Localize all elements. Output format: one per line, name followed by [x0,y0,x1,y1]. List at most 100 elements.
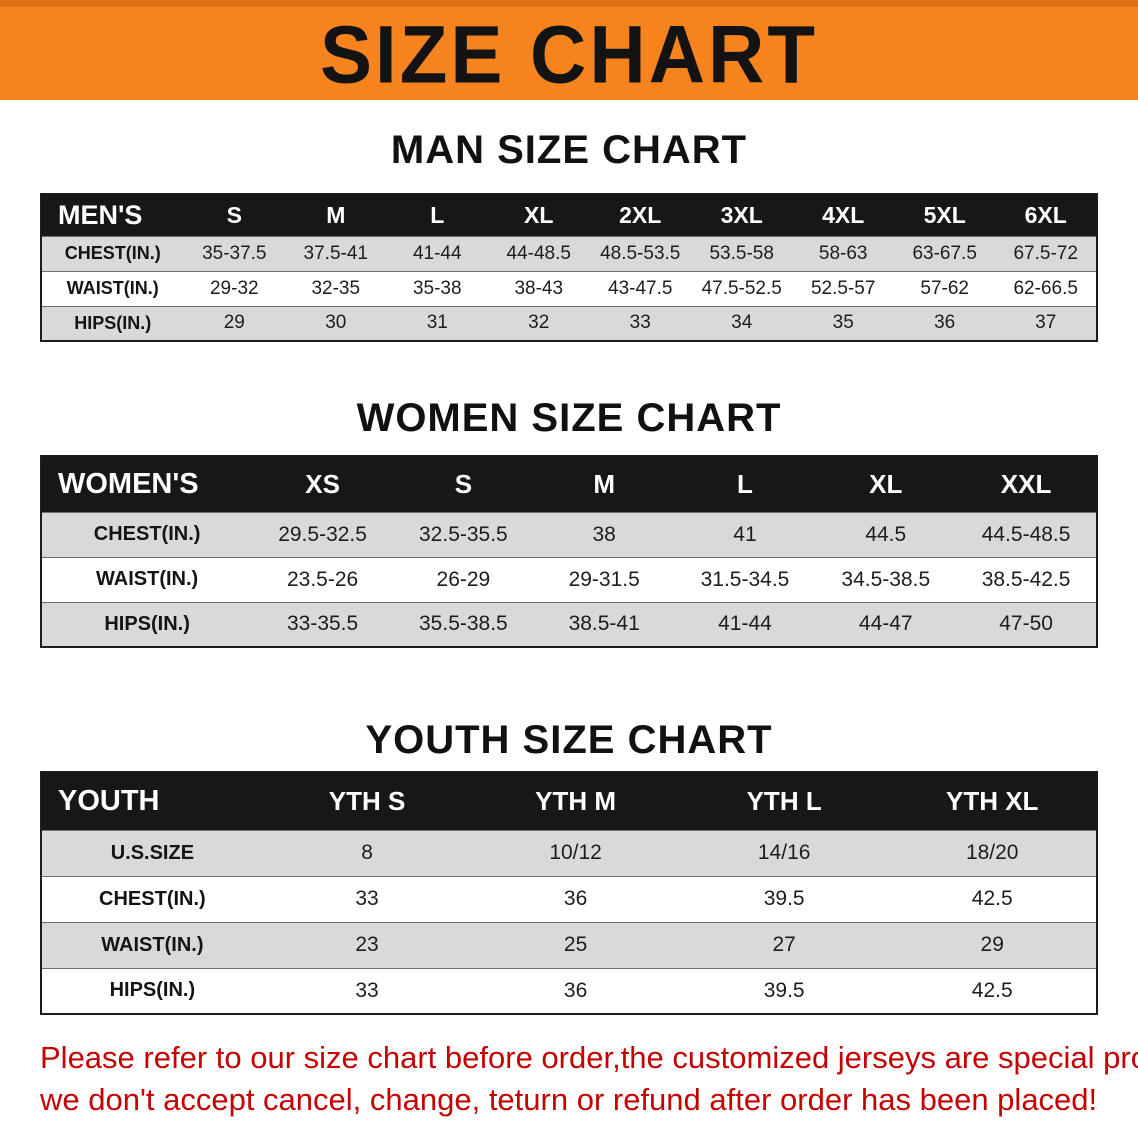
measurement-row: WAIST(IN.) 23 25 27 29 [41,921,1097,968]
measurement-row: WAIST(IN.) 23.5-26 26-29 29-31.5 31.5-34.5 34… [41,556,1097,602]
value-cell: 38.5-42.5 [956,556,1097,602]
value-cell: 41-44 [386,235,488,271]
men-size-section: MAN SIZE CHART MEN'S S M L XL 2XL 3XL 4XL 5XL 6XL… [0,128,1138,342]
value-cell: 25 [471,921,680,968]
value-cell: 33 [262,967,472,1014]
value-cell: 32-35 [285,270,387,306]
disclaimer-line-2: we don't accept cancel, change, teturn o… [40,1082,1098,1117]
value-cell: 44-48.5 [488,235,590,271]
size-header-cell: YTH L [679,772,889,830]
value-cell: 37 [995,305,1097,341]
value-cell: 32.5-35.5 [392,511,534,557]
table-title-cell: WOMEN'S [41,456,253,512]
table-title-cell: MEN'S [41,194,184,236]
banner: SIZE CHART [0,0,1138,100]
value-cell: 23.5-26 [252,556,393,602]
value-cell: 41-44 [674,601,816,647]
value-cell: 42.5 [888,875,1097,922]
size-table-header-row: WOMEN'S XS S M L XL XXL [41,456,1097,512]
row-label-cell: WAIST(IN.) [41,270,184,306]
women-section-heading: WOMEN SIZE CHART [356,396,782,440]
value-cell: 38-43 [488,270,590,306]
measurement-row: CHEST(IN.) 29.5-32.5 32.5-35.5 38 41 44.5 44.5… [41,511,1097,557]
value-cell: 35 [792,305,894,341]
row-label-cell: CHEST(IN.) [41,235,184,271]
value-cell: 35-38 [386,270,488,306]
size-header-cell: 4XL [792,194,894,236]
size-table-header-row: MEN'S S M L XL 2XL 3XL 4XL 5XL 6XL [41,194,1097,236]
value-cell: 63-67.5 [893,235,996,271]
value-cell: 37.5-41 [285,235,387,271]
value-cell: 32 [488,305,590,341]
size-header-cell: YTH M [471,772,680,830]
banner-title: SIZE CHART [320,7,818,100]
value-cell: 29-32 [183,270,286,306]
table-title-cell: YOUTH [41,772,263,830]
measurement-row: HIPS(IN.) 33-35.5 35.5-38.5 38.5-41 41-44 44-… [41,601,1097,647]
size-header-cell: M [533,456,675,512]
size-header-cell: XXL [956,456,1097,512]
value-cell: 47.5-52.5 [690,270,793,306]
row-label-cell: HIPS(IN.) [41,967,263,1014]
value-cell: 41 [674,511,816,557]
value-cell: 35-37.5 [183,235,286,271]
row-label-cell: WAIST(IN.) [41,921,263,968]
value-cell: 33 [589,305,691,341]
value-cell: 29 [888,921,1097,968]
measurement-row: CHEST(IN.) 35-37.5 37.5-41 41-44 44-48.5 48.5… [41,235,1097,271]
size-header-cell: M [285,194,387,236]
value-cell: 35.5-38.5 [392,601,534,647]
disclaimer: Please refer to our size chart before or… [40,1037,1138,1121]
value-cell: 47-50 [956,601,1097,647]
women-size-table: WOMEN'S XS S M L XL XXL CHEST(IN.) 29.5-32.5 32.5… [40,455,1098,648]
value-cell: 43-47.5 [589,270,691,306]
size-header-cell: L [386,194,488,236]
value-cell: 36 [471,875,680,922]
row-label-cell: CHEST(IN.) [41,511,253,557]
value-cell: 23 [262,921,472,968]
size-header-cell: YTH XL [888,772,1097,830]
size-header-cell: S [392,456,534,512]
size-header-cell: XL [815,456,957,512]
value-cell: 27 [679,921,889,968]
row-label-cell: HIPS(IN.) [41,601,253,647]
value-cell: 67.5-72 [995,235,1097,271]
measurement-row: HIPS(IN.) 33 36 39.5 42.5 [41,967,1097,1014]
value-cell: 34 [690,305,793,341]
value-cell: 26-29 [392,556,534,602]
women-size-section: WOMEN SIZE CHART WOMEN'S XS S M L XL XXL CHEST(… [0,396,1138,648]
youth-size-table: YOUTH YTH S YTH M YTH L YTH XL U.S.SIZE 8 10/12… [40,771,1098,1015]
size-header-cell: 2XL [589,194,691,236]
measurement-row: HIPS(IN.) 29 30 31 32 33 34 35 36 37 [41,305,1097,341]
value-cell: 42.5 [888,967,1097,1014]
men-size-table: MEN'S S M L XL 2XL 3XL 4XL 5XL 6XL CHEST(IN.) 35-37… [40,193,1098,342]
youth-section-heading: YOUTH SIZE CHART [365,718,773,762]
value-cell: 52.5-57 [792,270,894,306]
row-label-cell: WAIST(IN.) [41,556,253,602]
value-cell: 53.5-58 [690,235,793,271]
youth-size-section: YOUTH SIZE CHART YOUTH YTH S YTH M YTH L YTH… [0,718,1138,1015]
value-cell: 29.5-32.5 [252,511,393,557]
value-cell: 39.5 [679,967,889,1014]
value-cell: 33-35.5 [252,601,393,647]
value-cell: 33 [262,875,472,922]
value-cell: 8 [262,829,472,876]
value-cell: 29 [183,305,286,341]
value-cell: 10/12 [471,829,680,876]
row-label-cell: HIPS(IN.) [41,305,184,341]
value-cell: 18/20 [888,829,1097,876]
disclaimer-line-1: Please refer to our size chart before or… [40,1040,1138,1075]
size-header-cell: YTH S [262,772,472,830]
value-cell: 36 [893,305,996,341]
value-cell: 31 [386,305,488,341]
value-cell: 38.5-41 [533,601,675,647]
value-cell: 38 [533,511,675,557]
size-header-cell: XL [488,194,590,236]
size-header-cell: S [183,194,286,236]
value-cell: 62-66.5 [995,270,1097,306]
size-table-header-row: YOUTH YTH S YTH M YTH L YTH XL [41,772,1097,830]
row-label-cell: CHEST(IN.) [41,875,263,922]
value-cell: 39.5 [679,875,889,922]
men-section-heading: MAN SIZE CHART [390,128,748,172]
